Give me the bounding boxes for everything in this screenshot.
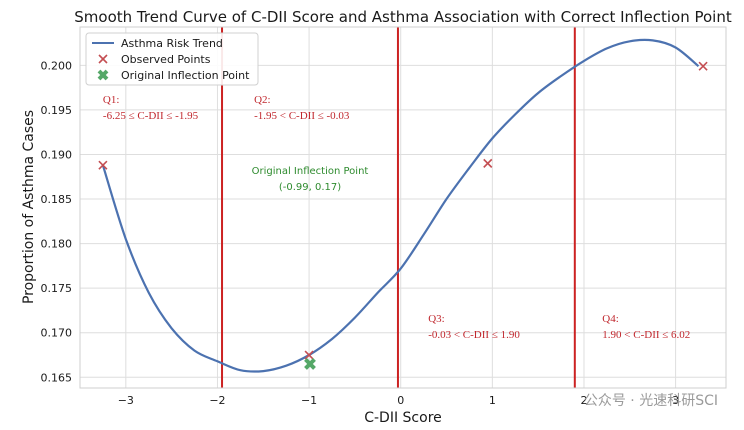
x-tick-label: 0 xyxy=(397,394,404,407)
annotation-text: Original Inflection Point xyxy=(252,166,369,177)
plot-frame xyxy=(79,26,727,389)
grid xyxy=(80,27,726,388)
legend-entry: Asthma Risk Trend xyxy=(92,37,223,50)
y-tick-label: 0.200 xyxy=(41,59,73,72)
observed-point xyxy=(98,160,108,170)
y-tick-label: 0.185 xyxy=(41,193,73,206)
trend-line-series xyxy=(101,38,700,373)
annotation-text: Q1: xyxy=(103,94,120,106)
x-tick-label: −2 xyxy=(209,394,225,407)
legend-label: Observed Points xyxy=(121,53,211,66)
x-tick-label: −1 xyxy=(301,394,317,407)
x-axis-label: C-DII Score xyxy=(364,410,442,426)
annotation-text: 1.90 < C-DII ≤ 6.02 xyxy=(602,329,690,341)
inflection-point-marker xyxy=(304,358,316,370)
x-tick-label: 2 xyxy=(580,394,587,407)
annotation-text: Q4: xyxy=(602,313,619,325)
inflection-point-series xyxy=(304,358,316,370)
annotation-text: -6.25 ≤ C-DII ≤ -1.95 xyxy=(103,110,199,122)
y-tick-label: 0.195 xyxy=(41,104,73,117)
observed-point xyxy=(304,350,314,360)
x-tick-label: −3 xyxy=(118,394,134,407)
observed-points-series xyxy=(98,61,708,360)
y-tick-label: 0.165 xyxy=(41,371,73,384)
chart-title: Smooth Trend Curve of C-DII Score and As… xyxy=(74,8,732,26)
annotation-text: Q2: xyxy=(254,94,271,106)
legend-entry: Observed Points xyxy=(98,53,211,66)
legend-box xyxy=(85,32,259,86)
y-tick-label: 0.190 xyxy=(41,148,73,161)
y-tick-label: 0.180 xyxy=(41,238,73,251)
asthma-risk-trend-line xyxy=(101,38,700,373)
legend-label: Original Inflection Point xyxy=(121,69,250,82)
annotations: Q1: -6.25 ≤ C-DII ≤ -1.95 Q2: -1.95 < C-DII… xyxy=(103,94,690,341)
annotation-text: Q3: xyxy=(428,313,445,325)
annotation-text: (-0.99, 0.17) xyxy=(279,182,341,193)
legend-bigx-swatch xyxy=(97,69,109,81)
legend-entry: Original Inflection Point xyxy=(97,69,250,82)
annotation-text: -0.03 < C-DII ≤ 1.90 xyxy=(428,329,520,341)
x-tick-label: 1 xyxy=(489,394,496,407)
annotation-text: -1.95 < C-DII ≤ -0.03 xyxy=(254,110,350,122)
partition-lines xyxy=(221,27,576,388)
axis-ticks: −3 −2 −1 0 1 2 3 0.165 0.170 0.175 0.180 0.185 0.190… xyxy=(41,59,680,407)
legend-label: Asthma Risk Trend xyxy=(121,37,223,50)
legend-x-swatch xyxy=(98,54,108,64)
y-tick-label: 0.175 xyxy=(41,282,73,295)
y-tick-label: 0.170 xyxy=(41,327,73,340)
watermark-text: 公众号 · 光速科研SCI xyxy=(584,393,718,409)
legend: Asthma Risk Trend Observed Points Original… xyxy=(85,32,259,86)
observed-point xyxy=(698,61,708,71)
observed-point xyxy=(483,158,493,168)
y-axis-label: Proportion of Asthma Cases xyxy=(21,110,37,304)
x-tick-label: 3 xyxy=(672,394,679,407)
